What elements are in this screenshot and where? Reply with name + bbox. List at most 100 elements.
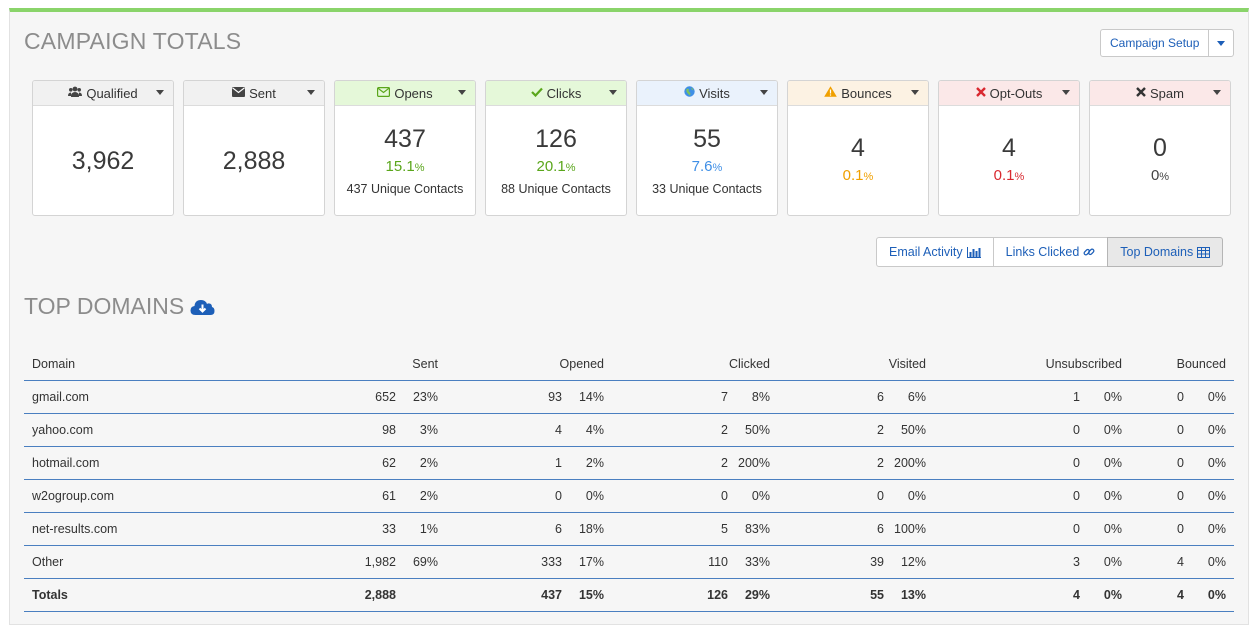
card-label: Opt-Outs: [989, 85, 1043, 101]
cell-count: 93: [548, 390, 562, 404]
warning-icon: [824, 86, 838, 100]
cell-opened: 437 15%: [446, 578, 612, 612]
cloud-download-icon[interactable]: [190, 297, 215, 316]
card-sent: Sent 2,888: [183, 80, 325, 216]
link-icon: [1083, 248, 1095, 256]
card-spam-header[interactable]: Spam: [1090, 81, 1230, 106]
cell-bounced: 4 0%: [1130, 545, 1234, 579]
cell-count: 0: [1177, 390, 1184, 404]
card-opens-header[interactable]: Opens: [335, 81, 475, 106]
chevron-down-icon: [1062, 90, 1070, 95]
card-value: 55: [693, 125, 721, 153]
col-sent[interactable]: Sent: [200, 348, 446, 381]
cell-percent: 23%: [412, 390, 438, 404]
cell-percent: 2%: [419, 489, 438, 503]
card-unique-contacts: 437 Unique Contacts: [346, 182, 464, 196]
cell-count: 126: [707, 588, 728, 602]
cell-bounced: 0 0%: [1130, 512, 1234, 546]
cell-count: 2: [877, 423, 884, 437]
cell-opened: 0 0%: [446, 479, 612, 513]
cell-percent: 0%: [1103, 522, 1122, 536]
cell-count: 437: [541, 588, 562, 602]
campaign-panel: CAMPAIGN TOTALS Campaign Setup Qualified…: [9, 8, 1249, 625]
card-spam: Spam 0 0%: [1089, 80, 1231, 216]
cell-opened: 333 17%: [446, 545, 612, 579]
cell-percent: 0%: [1103, 588, 1122, 602]
cell-count: 0: [877, 489, 884, 503]
cell-count: 2,888: [364, 588, 396, 602]
table-row: gmail.com 652 23% 93 14% 7 8% 6 6% 1 0% 0 0%: [24, 380, 1234, 414]
cell-count: 2: [721, 456, 728, 470]
card-opt-outs-header[interactable]: Opt-Outs: [939, 81, 1079, 106]
campaign-setup-button[interactable]: Campaign Setup: [1101, 30, 1210, 56]
cell-count: 3: [1073, 555, 1080, 569]
cell-percent: 83%: [744, 522, 770, 536]
cell-percent: 0%: [907, 489, 926, 503]
cell-percent: 100%: [894, 522, 926, 536]
cell-visited: 55 13%: [778, 578, 934, 612]
cell-domain: Other: [24, 545, 200, 579]
card-value: 126: [535, 125, 577, 153]
cell-percent: 50%: [900, 423, 926, 437]
cell-domain: w2ogroup.com: [24, 479, 200, 513]
chevron-down-icon: [1213, 90, 1221, 95]
cell-visited: 6 6%: [778, 380, 934, 414]
table-row: Other 1,982 69% 333 17% 110 33% 39 12% 3 0% 4 0%: [24, 545, 1234, 579]
cell-count: 5: [721, 522, 728, 536]
cell-count: 33: [382, 522, 396, 536]
col-unsubscribed[interactable]: Unsubscribed: [934, 348, 1130, 381]
col-opened[interactable]: Opened: [446, 348, 612, 381]
cell-percent: 29%: [744, 588, 770, 602]
cell-percent: 0%: [1207, 423, 1226, 437]
card-sent-header[interactable]: Sent: [184, 81, 324, 106]
card-clicks: Clicks 126 20.1% 88 Unique Contacts: [485, 80, 627, 216]
cell-sent: 652 23%: [200, 380, 446, 414]
cell-visited: 2 50%: [778, 413, 934, 447]
col-domain[interactable]: Domain: [24, 348, 200, 381]
cell-percent: 4%: [585, 423, 604, 437]
cell-unsubscribed: 0 0%: [934, 413, 1130, 447]
cell-percent: 0%: [1103, 489, 1122, 503]
chevron-down-icon: [760, 90, 768, 95]
cell-unsubscribed: 0 0%: [934, 446, 1130, 480]
card-label: Bounces: [841, 85, 892, 101]
table-row: hotmail.com 62 2% 1 2% 2 200% 2 200% 0 0% 0 0%: [24, 446, 1234, 480]
col-clicked[interactable]: Clicked: [612, 348, 778, 381]
card-label: Opens: [394, 85, 433, 101]
card-bounces-header[interactable]: Bounces: [788, 81, 928, 106]
cell-count: 4: [1177, 588, 1184, 602]
cell-sent: 98 3%: [200, 413, 446, 447]
cell-count: 1,982: [364, 555, 396, 569]
cell-percent: 0%: [1207, 456, 1226, 470]
cell-percent: 0%: [585, 489, 604, 503]
table-row: yahoo.com 98 3% 4 4% 2 50% 2 50% 0 0% 0 0%: [24, 413, 1234, 447]
card-value: 3,962: [71, 146, 135, 175]
x-icon: [1136, 86, 1146, 100]
card-clicks-header[interactable]: Clicks: [486, 81, 626, 106]
card-value: 2,888: [222, 146, 286, 175]
envelope-icon: [232, 86, 246, 100]
col-bounced[interactable]: Bounced: [1130, 348, 1234, 381]
card-percent: 7.6%: [691, 158, 723, 175]
card-value: 4: [1002, 134, 1016, 162]
tab-top-domains[interactable]: Top Domains: [1107, 237, 1224, 267]
cell-percent: 2%: [419, 456, 438, 470]
card-visits-header[interactable]: Visits: [637, 81, 777, 106]
cell-bounced: 4 0%: [1130, 578, 1234, 612]
cell-count: 652: [375, 390, 396, 404]
cell-opened: 93 14%: [446, 380, 612, 414]
section-header: TOP DOMAINS: [24, 293, 215, 320]
col-visited[interactable]: Visited: [778, 348, 934, 381]
cell-percent: 0%: [1207, 588, 1226, 602]
chevron-down-icon: [1217, 40, 1226, 46]
cell-count: 0: [721, 489, 728, 503]
card-label: Qualified: [86, 85, 138, 101]
tab-email-activity[interactable]: Email Activity: [876, 237, 994, 267]
tab-links-clicked[interactable]: Links Clicked: [992, 237, 1109, 267]
campaign-setup-dropdown[interactable]: [1209, 30, 1233, 56]
section-title: TOP DOMAINS: [24, 293, 185, 319]
table-row: w2ogroup.com 61 2% 0 0% 0 0% 0 0% 0 0% 0 0%: [24, 479, 1234, 513]
card-qualified-header[interactable]: Qualified: [33, 81, 173, 106]
cell-visited: 0 0%: [778, 479, 934, 513]
cell-count: 2: [721, 423, 728, 437]
